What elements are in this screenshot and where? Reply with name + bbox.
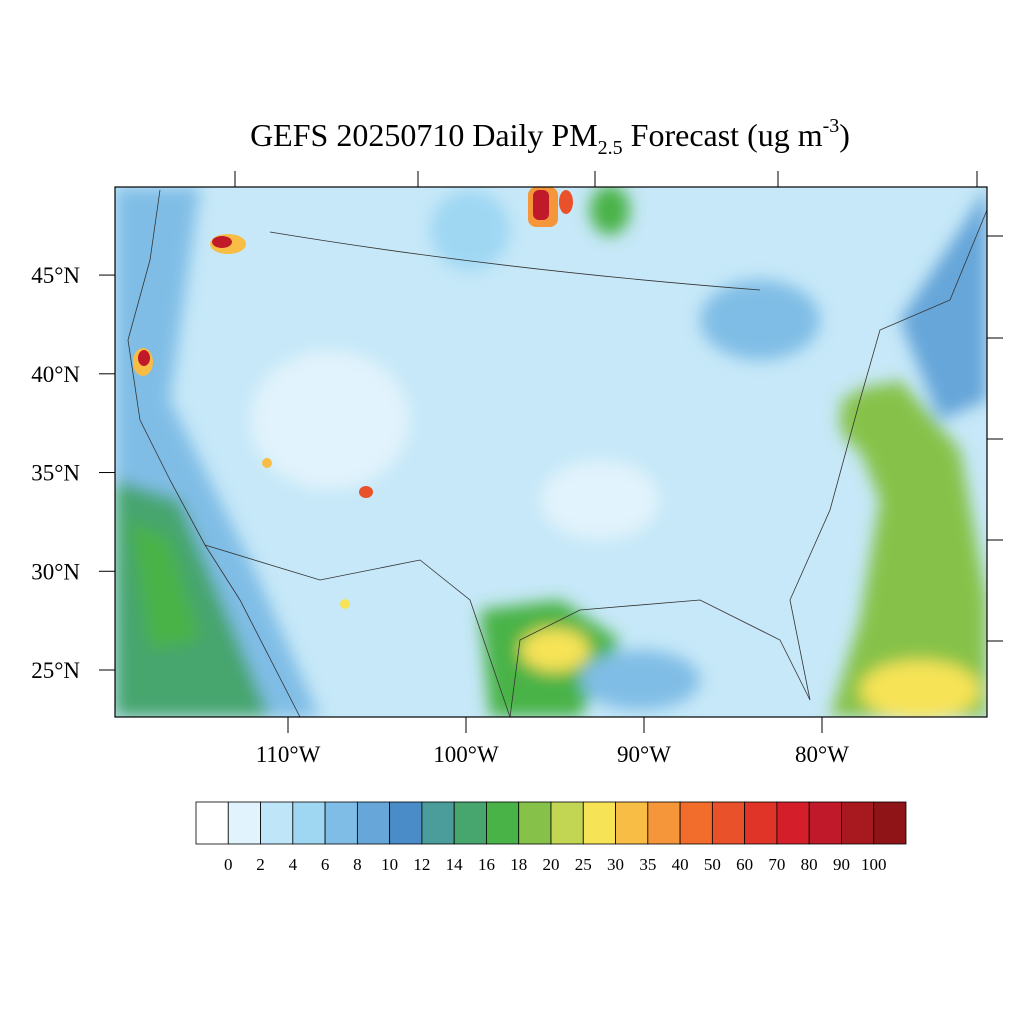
lat-tick-label: 35°N	[31, 461, 80, 486]
lat-tick-label: 45°N	[31, 263, 80, 288]
colorbar-box	[744, 801, 778, 845]
colorbar-label: 10	[381, 855, 398, 874]
map-frame	[114, 186, 988, 718]
colorbar-box	[260, 801, 294, 845]
colorbar-label: 70	[768, 855, 785, 874]
map-field	[115, 187, 987, 717]
lon-tick-label: 110°W	[256, 742, 321, 767]
colorbar-label: 0	[224, 855, 233, 874]
colorbar-box	[421, 801, 455, 845]
title-main: GEFS 20250710 Daily PM	[250, 117, 598, 153]
colorbar-box	[324, 801, 358, 845]
colorbar-label: 60	[736, 855, 753, 874]
lat-tick-label: 40°N	[31, 362, 80, 387]
colorbar-label: 35	[639, 855, 656, 874]
colorbar-box	[550, 801, 584, 845]
colorbar-label: 12	[413, 855, 430, 874]
colorbar-box	[841, 801, 875, 845]
title-subscript: 2.5	[598, 137, 623, 159]
colorbar-label: 90	[833, 855, 850, 874]
colorbar-label: 6	[321, 855, 330, 874]
colorbar-label: 4	[289, 855, 298, 874]
colorbar-box	[453, 801, 487, 845]
colorbar-box	[582, 801, 616, 845]
colorbar-label: 16	[478, 855, 495, 874]
colorbar-box	[873, 801, 907, 845]
colorbar-box	[227, 801, 261, 845]
colorbar-box	[356, 801, 391, 845]
colorbar-box	[292, 801, 326, 845]
lon-tick-label: 80°W	[795, 742, 849, 767]
colorbar: 0 2 4 6 8 10 12 14 16 18 20 25 30 35 40 50 60 70 80 90 100	[195, 801, 907, 874]
lat-tick-label: 25°N	[31, 658, 80, 683]
title-middle: Forecast (ug m	[623, 117, 823, 153]
colorbar-box	[808, 801, 842, 845]
lon-tick-label: 90°W	[617, 742, 671, 767]
colorbar-label: 8	[353, 855, 362, 874]
colorbar-box	[195, 801, 229, 845]
colorbar-box	[389, 801, 423, 845]
colorbar-box	[711, 801, 746, 845]
axes: 45°N 40°N 35°N 30°N 25°N 110°W 100°W 90°W 80°W	[31, 263, 849, 767]
title: GEFS 20250710 Daily PM2.5 Forecast (ug m…	[250, 115, 850, 159]
colorbar-label: 18	[510, 855, 527, 874]
colorbar-label: 2	[256, 855, 265, 874]
colorbar-box	[776, 801, 810, 845]
colorbar-box	[679, 801, 713, 845]
colorbar-label: 25	[575, 855, 592, 874]
colorbar-label: 80	[801, 855, 818, 874]
colorbar-label: 30	[607, 855, 624, 874]
colorbar-label: 100	[861, 855, 887, 874]
colorbar-box	[486, 801, 520, 845]
lon-tick-label: 100°W	[433, 742, 499, 767]
colorbar-label: 40	[672, 855, 689, 874]
lat-tick-label: 30°N	[31, 559, 80, 584]
colorbar-box	[518, 801, 552, 845]
title-end: )	[839, 117, 850, 153]
title-superscript: -3	[823, 115, 840, 137]
colorbar-label: 14	[446, 855, 464, 874]
colorbar-box	[615, 801, 649, 845]
colorbar-label: 50	[704, 855, 721, 874]
colorbar-label: 20	[543, 855, 560, 874]
frame-ticks	[234, 171, 1003, 642]
colorbar-box	[647, 801, 681, 845]
